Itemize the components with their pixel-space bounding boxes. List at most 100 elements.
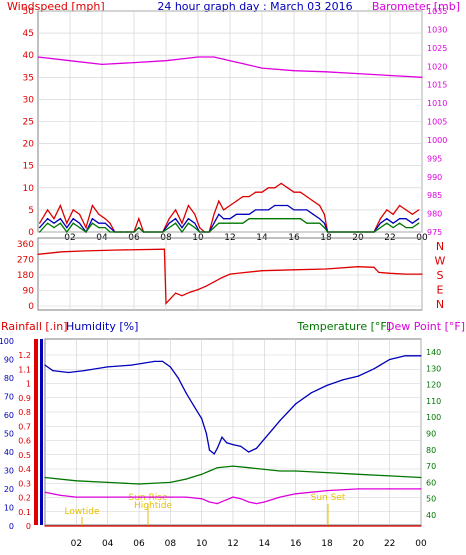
- wind-series-0-point: [287, 187, 289, 189]
- temp-series-2-point: [169, 496, 171, 498]
- wind-series-1-point: [72, 218, 74, 220]
- temp-series-0-point: [279, 420, 281, 422]
- wind-series-3: [37, 56, 423, 78]
- wind-series-0-point: [168, 218, 170, 220]
- direction-series-0-point: [205, 285, 207, 287]
- windspeed-tick-label: 35: [23, 73, 34, 83]
- direction-series-0-point: [181, 295, 183, 297]
- compass-label: S: [437, 269, 444, 282]
- barometer-tick-label: 995: [427, 154, 442, 163]
- temp-series-2-point: [389, 488, 391, 490]
- wind-panel-series: [37, 56, 423, 234]
- temp-series-0-point: [226, 442, 228, 444]
- temp-series-0-point: [342, 379, 344, 381]
- temp-series-2-point: [75, 496, 77, 498]
- temp-panel-grid: [45, 339, 422, 527]
- temp-humidity-panel: 0 0.1 0.2 0.3 0.4 0.5 0.6 0.7 0.8 0.9 1 1.1 1.2 0 10 20…: [0, 337, 441, 549]
- wind-series-1-point: [379, 222, 381, 224]
- wind-series-2-point: [299, 218, 301, 220]
- rainfall-tick-label: 0.2: [18, 494, 31, 503]
- wind-series-2-point: [127, 231, 129, 233]
- wind-series-3-point: [245, 63, 247, 65]
- direction-series-0-point: [261, 270, 263, 272]
- temperature-axis-title: Temperature [°F]: [296, 320, 391, 333]
- wind-series-3-point: [357, 73, 359, 75]
- temp-series-0-point: [240, 445, 242, 447]
- wind-series-0-point: [323, 213, 325, 215]
- wind-series-3-point: [165, 60, 167, 62]
- temp-series-2-point: [44, 491, 46, 493]
- wind-series-2-point: [104, 227, 106, 229]
- temp-x-tick-label: 08: [165, 539, 177, 549]
- temp-series-0-point: [255, 447, 258, 449]
- wind-series-2-point: [274, 218, 276, 220]
- wind-series-2-point: [79, 227, 81, 229]
- direction-series-0-point: [221, 277, 223, 279]
- temperature-tick-label: 90: [426, 430, 436, 439]
- lowtide-label: Lowtide: [64, 507, 99, 517]
- wind-series-1-point: [323, 222, 325, 224]
- temp-x-tick-label: 20: [353, 539, 365, 549]
- direction-panel-series: [37, 248, 423, 305]
- wind-series-2-point: [319, 222, 321, 224]
- temp-series-1-point: [75, 480, 77, 482]
- direction-series-0-point: [117, 249, 119, 251]
- direction-series-0-point: [170, 297, 172, 299]
- wind-series-1-point: [59, 218, 62, 220]
- temp-series-0-point: [216, 447, 218, 449]
- direction-series-0-point: [175, 292, 177, 294]
- temp-series-1-point: [107, 481, 109, 483]
- wind-series-1-point: [175, 218, 177, 220]
- temp-series-2-point: [201, 498, 203, 500]
- wind-series-0-point: [274, 187, 276, 189]
- compass-label: W: [435, 255, 446, 268]
- humidity-tick-label: 0: [9, 522, 14, 531]
- temp-series-0-point: [67, 371, 70, 374]
- wind-series-2-point: [373, 231, 375, 233]
- wind-series-0-point: [248, 196, 250, 198]
- wind-series-1-point: [223, 218, 225, 220]
- temp-series-0-point: [161, 360, 164, 362]
- direction-series-0-point: [421, 273, 423, 275]
- rainfall-tick-label: 0: [26, 522, 31, 531]
- compass-label: N: [436, 298, 444, 311]
- temp-series-0-point: [52, 370, 54, 372]
- temp-x-tick-label: 04: [102, 539, 114, 549]
- temp-series-2-point: [420, 488, 422, 490]
- temp-series-0-point: [154, 360, 156, 362]
- wind-series-1-point: [194, 222, 196, 224]
- temp-x-tick-label: 22: [384, 539, 395, 549]
- humidity-tick-label: 80: [4, 374, 14, 383]
- temp-x-tick-label: 10: [196, 539, 208, 549]
- wind-series-0-point: [39, 222, 41, 224]
- wind-series-0-point: [229, 204, 231, 207]
- humidity-tick-label: 30: [4, 467, 14, 476]
- temp-series-1-point: [295, 470, 297, 472]
- rainfall-tick-label: 0.4: [18, 465, 31, 474]
- temp-series-1-point: [263, 468, 265, 470]
- sunset-label: Sun Set: [311, 493, 346, 503]
- temp-series-0-point: [208, 449, 211, 451]
- wind-series-0-point: [319, 204, 321, 207]
- direction-series-0-point: [213, 281, 215, 283]
- wind-series-1-point: [293, 209, 295, 211]
- temp-series-1-point: [138, 483, 140, 485]
- barometer-tick-label: 1020: [427, 62, 447, 71]
- wind-series-0-point: [98, 213, 100, 215]
- windspeed-tick-label: 45: [23, 29, 34, 39]
- barometer-tick-label: 1030: [427, 25, 447, 34]
- wind-series-2-point: [411, 227, 413, 229]
- wind-series-1-point: [280, 204, 282, 207]
- wind-series-2-point: [229, 222, 231, 224]
- wind-series-2-point: [187, 222, 189, 224]
- windspeed-tick-label: 15: [23, 162, 34, 172]
- wind-series-2-point: [66, 231, 68, 233]
- hightide-label: Hightide: [134, 501, 172, 511]
- wind-series-2-point: [405, 227, 407, 229]
- wind-series-3-point: [37, 56, 39, 58]
- wind-series-2-point: [280, 218, 282, 220]
- wind-series-2-point: [312, 222, 314, 224]
- barometer-tick-label: 1015: [427, 81, 447, 90]
- temp-series-2-point: [357, 488, 359, 490]
